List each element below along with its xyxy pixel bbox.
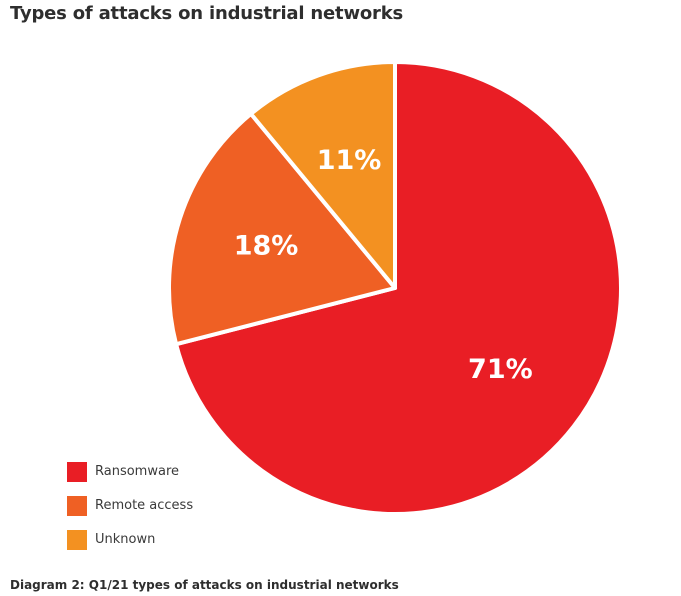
legend-swatch-remote-access: [67, 496, 87, 516]
slice-label-unknown: 11%: [317, 145, 382, 176]
chart-title: Types of attacks on industrial networks: [10, 3, 403, 24]
legend-label-unknown: Unknown: [95, 532, 156, 547]
pie-slice-unknown: [248, 60, 397, 290]
legend-label-remote-access: Remote access: [95, 498, 194, 513]
legend-swatch-unknown: [67, 530, 87, 550]
legend-swatch-ransomware: [67, 462, 87, 482]
slice-label-ransomware: 71%: [468, 354, 533, 385]
pie-slice-ransomware: [174, 60, 623, 516]
figure-caption: Diagram 2: Q1/21 types of attacks on ind…: [10, 578, 399, 592]
pie-slice-remote-access: [167, 111, 397, 347]
slice-label-remote-access: 18%: [234, 231, 299, 262]
legend-label-ransomware: Ransomware: [95, 464, 179, 479]
